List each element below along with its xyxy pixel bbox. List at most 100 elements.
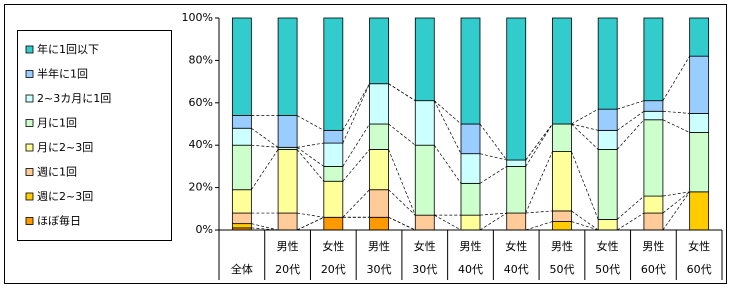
legend-swatch [25, 217, 34, 225]
bar-segment [689, 55, 710, 114]
bar-segment [323, 216, 344, 231]
series-line [296, 115, 324, 131]
legend-label: 2~3カ月に1回 [37, 92, 111, 105]
bar-segment [460, 153, 481, 184]
series-line [388, 189, 416, 216]
bar-segment [597, 17, 618, 110]
series-line [342, 83, 370, 144]
bar-segment [552, 210, 572, 222]
x-tick-label: 全体 [231, 262, 253, 276]
series-line [525, 123, 553, 167]
legend-label: 年に1回以下 [37, 42, 99, 56]
bar-segment [323, 180, 344, 218]
series-line [479, 166, 507, 184]
bar-segment [552, 17, 572, 125]
series-line [616, 195, 645, 220]
legend-swatch [25, 192, 34, 201]
series-line [616, 212, 645, 231]
bar-segment [552, 123, 572, 152]
bar-segment [597, 108, 618, 131]
series-line [342, 189, 370, 218]
y-tick-label: 100% [182, 11, 213, 24]
x-tick-label: 60代 [641, 263, 666, 276]
bar-segment [506, 212, 527, 231]
bar-segment [323, 165, 344, 182]
series-line [251, 127, 279, 148]
bar-segment [231, 115, 252, 129]
legend-swatch [25, 70, 34, 78]
x-group-label: 男性 [368, 239, 390, 253]
legend [17, 30, 172, 241]
x-tick-label: 40代 [504, 263, 529, 276]
legend-swatch [25, 168, 34, 176]
bar-segment [643, 100, 664, 112]
x-group-label: 女性 [688, 239, 710, 253]
series-line [662, 191, 690, 197]
y-tick-label: 20% [189, 181, 213, 194]
series-line [662, 110, 690, 114]
bar-segment [231, 189, 252, 214]
bar-segment [414, 144, 435, 216]
series-line [571, 108, 599, 125]
bar-segment [506, 159, 527, 167]
bar-segment [506, 165, 527, 214]
bar-segment [643, 212, 664, 231]
bar-segment [277, 149, 298, 214]
bar-segment [460, 123, 481, 155]
bar-segment [689, 191, 710, 231]
series-line [251, 144, 279, 148]
series-line [388, 149, 416, 216]
bar-segment [369, 189, 389, 218]
legend-swatch [25, 143, 34, 152]
bar-segment [597, 129, 618, 150]
x-tick-label: 50代 [595, 263, 620, 276]
bar-segment [460, 17, 481, 125]
bar-segment [231, 212, 252, 225]
bar-segment [277, 17, 298, 116]
series-line [342, 83, 370, 131]
series-line [434, 100, 462, 125]
bar-segment [231, 127, 252, 146]
bar-segment [689, 17, 710, 57]
bar-segment [414, 17, 435, 102]
y-tick-label: 0% [196, 223, 213, 236]
x-group-label: 女性 [597, 239, 619, 253]
series-line [616, 110, 645, 131]
series-line [616, 119, 645, 150]
series-line [434, 214, 462, 231]
x-tick-label: 20代 [275, 263, 300, 276]
bar-segment [323, 17, 344, 131]
bar-segment [414, 214, 435, 231]
x-group-label: 女性 [414, 239, 436, 253]
bar-segment [689, 113, 710, 133]
series-line [479, 212, 507, 216]
legend-label: 月に2~3回 [37, 141, 93, 154]
legend-swatch [25, 45, 34, 54]
x-tick-label: 30代 [412, 263, 437, 276]
bar-segment [643, 195, 664, 214]
x-tick-label: 60代 [687, 263, 712, 276]
bar-segment [689, 132, 710, 193]
series-line [296, 147, 325, 167]
series-line [388, 123, 416, 146]
bar-segment [643, 110, 664, 121]
series-line [342, 149, 370, 182]
series-line [251, 223, 279, 231]
x-group-label: 女性 [322, 239, 344, 253]
bar-segment [277, 115, 298, 148]
series-line [525, 123, 553, 161]
bar-segment [552, 151, 572, 212]
legend-label: 月に1回 [37, 117, 77, 130]
x-tick-label: 40代 [458, 263, 483, 276]
y-tick-label: 60% [189, 96, 213, 109]
bar-segment [506, 17, 527, 161]
bar-segment [643, 17, 664, 102]
series-line [571, 151, 599, 220]
legend-label: ほぼ毎日 [37, 215, 81, 228]
bar-segment [369, 149, 389, 191]
series-line [662, 191, 690, 231]
x-tick-label: 30代 [367, 263, 392, 276]
bar-segment [231, 223, 252, 229]
series-line [479, 153, 507, 161]
